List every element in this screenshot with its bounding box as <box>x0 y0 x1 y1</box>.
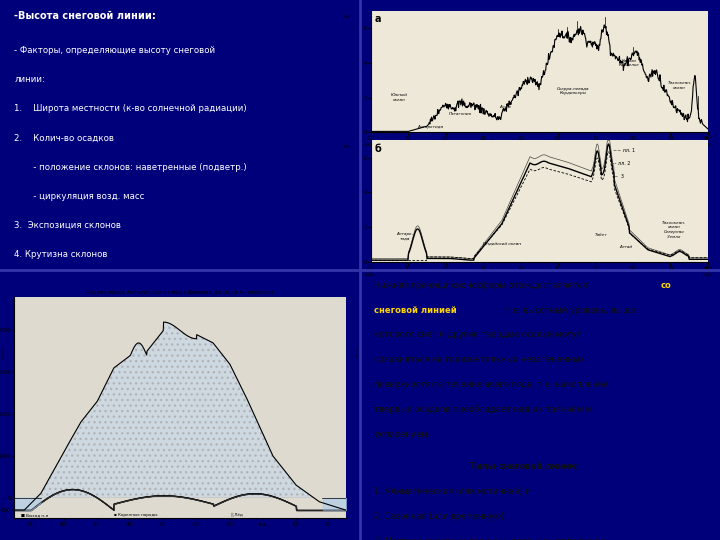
Text: Антарктида: Антарктида <box>418 125 444 129</box>
Text: испарением.: испарением. <box>374 430 431 439</box>
Text: , т.е. высотный уровень, выше: , т.е. высотный уровень, выше <box>500 306 636 315</box>
Text: Патагония: Патагония <box>449 112 472 116</box>
Text: Антарк-
тида: Антарк- тида <box>396 232 413 240</box>
Text: снеговой линией: снеговой линией <box>374 306 457 315</box>
Text: -- лл. 2: -- лл. 2 <box>613 161 631 166</box>
Text: - циркуляция возд. масс: - циркуляция возд. масс <box>14 192 145 201</box>
Text: сохраняться на горизонтальных незатененных: сохраняться на горизонтальных незатененн… <box>374 355 585 364</box>
Text: м.с.п.: м.с.п. <box>356 346 359 357</box>
Text: ■ Выход п-п: ■ Выход п-п <box>21 513 48 517</box>
Text: кн: кн <box>344 144 351 149</box>
Text: линии:: линии: <box>14 75 45 84</box>
Text: а: а <box>374 15 381 24</box>
Text: 1. Климатическая (или истинная) и: 1. Климатическая (или истинная) и <box>374 487 531 496</box>
Text: Сьерра-невада
Кордильеры: Сьерра-невада Кордильеры <box>557 86 589 95</box>
Text: 4. Крутизна склонов: 4. Крутизна склонов <box>14 250 108 259</box>
Text: 2. Сезонная (или временную): 2. Сезонная (или временную) <box>374 512 505 521</box>
Text: 3. Местная снеговую границу, реальное положение: 3. Местная снеговую границу, реальное по… <box>374 537 606 540</box>
Text: ~~ лл. 1: ~~ лл. 1 <box>613 147 636 153</box>
Text: Индийский океан: Индийский океан <box>483 241 521 246</box>
Text: Нижняя граница хионосферы отождествляется: Нижняя граница хионосферы отождествляетс… <box>374 281 590 290</box>
Title: Разрез через Антарктиду от моря Дейвиса до моря Антилостна: Разрез через Антарктиду от моря Дейвиса … <box>86 290 274 295</box>
Text: Кавказ
Корнелье: Кавказ Корнелье <box>618 59 639 68</box>
Text: Южный
океан: Южный океан <box>390 93 408 102</box>
Text: 3.  Экспозиция склонов: 3. Экспозиция склонов <box>14 221 122 230</box>
Text: которого снег и другие твердые осадки могут: которого снег и другие твердые осадки мо… <box>374 330 582 340</box>
Text: поверхностях в течение всего года, т.е. накопление: поверхностях в течение всего года, т.е. … <box>374 380 609 389</box>
Text: б: б <box>374 144 381 154</box>
Text: со: со <box>660 281 671 290</box>
Text: 2.    Колич-во осадков: 2. Колич-во осадков <box>14 133 114 143</box>
Text: Алтай: Алтай <box>619 245 632 249</box>
Text: 1.    Широта местности (к-во солнечной радиации): 1. Широта местности (к-во солнечной ради… <box>14 104 247 113</box>
Text: -Высота снеговой линии:: -Высота снеговой линии: <box>14 11 156 21</box>
Text: ░ Лёд: ░ Лёд <box>230 513 243 517</box>
Text: Типы снеговой линии:: Типы снеговой линии: <box>450 462 579 471</box>
Text: Анды: Анды <box>500 105 511 109</box>
Text: - Факторы, определяющие высоту снеговой: - Факторы, определяющие высоту снеговой <box>14 46 215 55</box>
Text: Тихоокеан.
океан
Северная
Земля: Тихоокеан. океан Северная Земля <box>662 221 686 239</box>
Text: твердых осадков преобладает над их таянием и: твердых осадков преобладает над их таяни… <box>374 405 592 414</box>
Text: - положение склонов: наветренные (подветр.): - положение склонов: наветренные (подвет… <box>14 163 247 172</box>
Text: —  3: — 3 <box>613 174 624 179</box>
Text: ▪ Коренные породы: ▪ Коренные породы <box>114 513 157 517</box>
Text: Тихоокеан.
океан: Тихоокеан. океан <box>667 82 692 90</box>
Text: м.ю.п.: м.ю.п. <box>1 345 4 358</box>
Text: кн: кн <box>344 15 351 19</box>
Text: Тибет: Тибет <box>595 233 607 237</box>
